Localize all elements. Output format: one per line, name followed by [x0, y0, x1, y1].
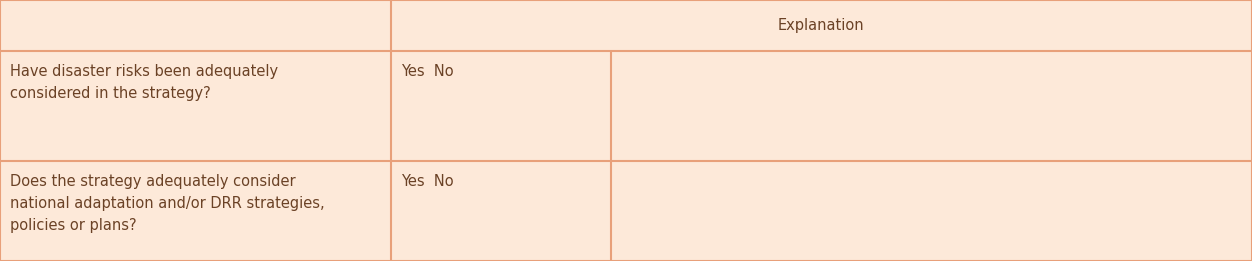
Text: Explanation: Explanation — [777, 18, 865, 33]
Text: Yes  No: Yes No — [401, 64, 453, 79]
Text: Have disaster risks been adequately
considered in the strategy?: Have disaster risks been adequately cons… — [10, 64, 278, 101]
Text: Yes  No: Yes No — [401, 174, 453, 188]
Text: Does the strategy adequately consider
national adaptation and/or DRR strategies,: Does the strategy adequately consider na… — [10, 174, 324, 233]
